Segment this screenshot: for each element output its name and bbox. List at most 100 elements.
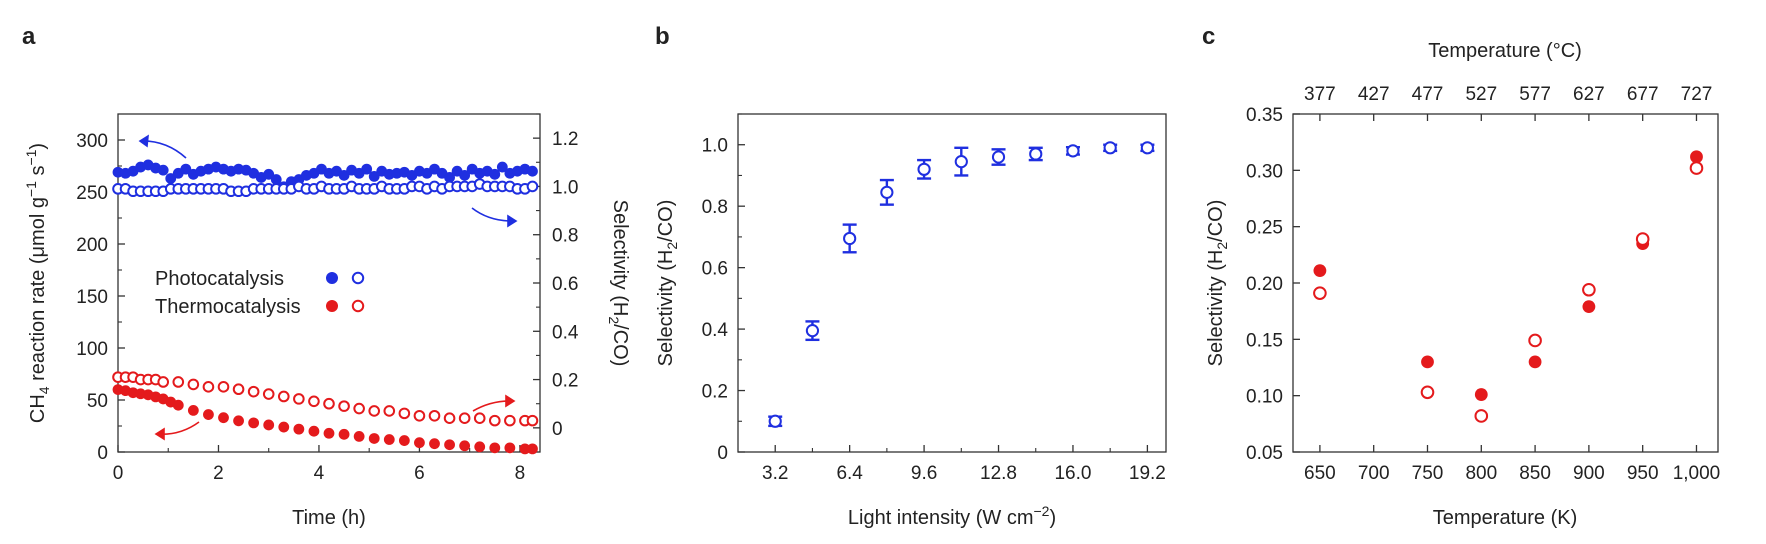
panel-b-point [917, 162, 931, 176]
panel-a-point-red-open [473, 412, 486, 425]
legend-thermo-open-marker [351, 299, 365, 313]
panel-a-marks: 0 2 4 6 8 0 50 100 150 200 250 300 0 0.2 0.4 0.6 0.8 1.0 1… [76, 113, 579, 484]
panel-a-point-red-filled [263, 419, 275, 431]
panel-c-ytick-label: 0.25 [1246, 218, 1283, 239]
panel-c-xtick-top-label: 477 [1412, 84, 1444, 105]
panel-b-point [991, 150, 1006, 164]
panel-a-xtick-label: 2 [213, 463, 224, 484]
panel-c-ytick-label: 0.10 [1246, 387, 1283, 408]
panel-c-xtick-label: 800 [1465, 463, 1497, 484]
panel-c-frame [1292, 113, 1719, 453]
panel-a-point-blue-filled [444, 172, 455, 183]
panel-c-point-filled [1528, 355, 1542, 369]
panel-a-point-blue-filled [157, 164, 169, 176]
panel-c-xtick-label: 700 [1358, 463, 1390, 484]
panel-a-point-red-filled [519, 443, 531, 455]
panel-b-marks: 3.2 6.4 9.6 12.8 16.0 19.2 0 0.2 0.4 0.6 0.8 1.0 [702, 113, 1166, 484]
svg-text:Selectivity (H2/CO): Selectivity (H2/CO) [606, 200, 631, 367]
panel-a-ytick-right-label: 0.4 [552, 322, 579, 343]
panel-c-point-filled [1690, 150, 1703, 164]
arrow-thermo-left-head [154, 427, 165, 441]
panel-b-xlabel: Light intensity (W cm−2) [848, 503, 1056, 529]
panel-a-point-red-open [353, 402, 365, 415]
panel-a-ytick-left-label: 250 [76, 183, 108, 204]
panel-b-frame [737, 113, 1167, 453]
panel-a-point-red-filled [203, 409, 214, 420]
panel-c-ytick-label: 0.35 [1246, 105, 1283, 126]
panel-a-ytick-right-label: 0.2 [552, 371, 578, 392]
panel-a-point-blue-filled [496, 161, 508, 173]
panel-a-ytick-left-label: 200 [76, 235, 108, 256]
panel-c-xtick-top-label: 377 [1304, 84, 1336, 105]
panel-a-point-red-filled [187, 405, 199, 416]
panel-c-point-open [1689, 161, 1704, 175]
panel-a-point-red-filled [218, 412, 229, 424]
panel-b-point [954, 155, 968, 169]
panel-a-point-red-open [262, 388, 275, 400]
panel-a-point-red-filled [444, 439, 455, 451]
panel-a-ytick-right-label: 0.8 [552, 226, 578, 247]
panel-c-point-open [1582, 282, 1596, 297]
panel-b-point [768, 414, 782, 428]
panel-a-point-red-filled [414, 437, 425, 449]
panel-a-point-blue-filled [459, 169, 471, 181]
panel-a-legend: Photocatalysis Thermocatalysis [155, 268, 365, 318]
panel-a-point-red-filled [527, 443, 538, 455]
panel-a-point-red-open [458, 412, 471, 425]
panel-a-point-red-open [526, 414, 539, 427]
panel-a-point-red-filled [278, 421, 290, 433]
panel-b-ytick-label: 0.4 [702, 320, 729, 341]
panel-a-point-red-open [488, 414, 501, 427]
panel-a-point-red-open [247, 385, 260, 398]
panel-b-xtick-label: 9.6 [911, 463, 937, 484]
panel-a-point-blue-filled [361, 163, 373, 175]
panel-a-point-red-filled [459, 440, 471, 452]
panel-a-xtick-label: 6 [414, 463, 425, 484]
svg-text:Selectivity (H2/CO): Selectivity (H2/CO) [655, 200, 680, 367]
panel-a-label: a [22, 23, 36, 50]
panel-a-point-red-filled [293, 423, 305, 435]
panel-c-xtick-label: 850 [1519, 463, 1551, 484]
panel-a-point-red-filled [248, 417, 260, 429]
panel-a-point-red-open [172, 376, 185, 388]
panel-b-xtick-label: 3.2 [762, 463, 788, 484]
panel-b-ytick-label: 0.2 [702, 382, 728, 403]
panel-c-ytick-label: 0.30 [1246, 161, 1283, 182]
svg-text:CH4 reaction rate (μmol g−1 s−: CH4 reaction rate (μmol g−1 s−1) [23, 143, 52, 423]
panel-a-xtick-label: 8 [515, 463, 526, 484]
panel-a-point-red-filled [383, 434, 395, 445]
panel-c-point-open [1420, 385, 1435, 400]
panel-c-xtick-label: 950 [1627, 463, 1659, 484]
panel-b-point [843, 231, 857, 246]
panel-c-xtick-label: 750 [1412, 463, 1444, 484]
panel-c-xtick-top-label: 727 [1681, 84, 1713, 105]
panel-a-point-red-open [217, 381, 230, 393]
panel-a-point-red-open [413, 409, 426, 422]
panel-a-point-blue-filled [270, 174, 282, 185]
panel-b-point [1103, 141, 1117, 155]
panel-a-point-blue-open [526, 180, 539, 193]
panel-a-point-red-filled [398, 435, 410, 446]
panel-a-ytick-right-label: 1.2 [552, 129, 578, 150]
panel-a-ytick-right-label: 0 [552, 419, 563, 440]
legend-thermocatalysis: Thermocatalysis [155, 296, 301, 318]
panel-b-point [1140, 141, 1154, 155]
panel-a-point-red-open [277, 390, 290, 403]
panel-a-point-red-open [187, 378, 200, 391]
panel-a-point-red-open [504, 414, 516, 427]
panel-b-ytick-label: 1.0 [702, 136, 728, 157]
arrow-thermo-right-head [505, 394, 516, 408]
panel-b-ytick-label: 0.8 [702, 197, 728, 218]
panel-a-point-red-filled [489, 442, 501, 454]
panel-a-point-red-filled [308, 425, 320, 437]
panel-c-point-open [1313, 286, 1327, 300]
panel-b-ytick-label: 0.6 [702, 259, 728, 280]
panel-a-ytick-left-label: 100 [76, 339, 108, 360]
legend-photo-open-marker [351, 271, 365, 285]
panel-b-point [880, 185, 894, 199]
panel-c-xtick-top-label: 527 [1465, 84, 1497, 105]
panel-a-xtick-label: 4 [314, 463, 325, 484]
panel-b-xtick-label: 6.4 [836, 463, 863, 484]
panel-b-label: b [655, 23, 670, 50]
